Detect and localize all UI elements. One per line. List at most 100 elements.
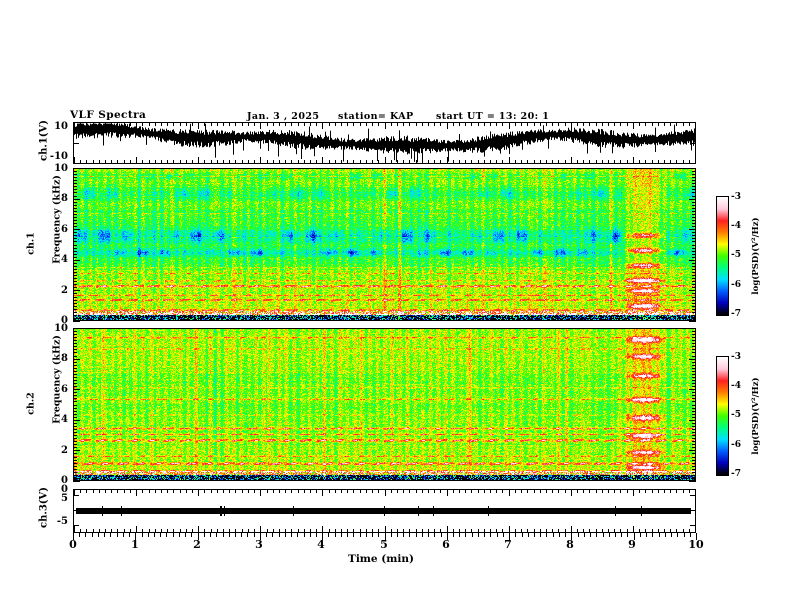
ytick-mark-spec1-right bbox=[692, 171, 696, 172]
ytick-mark-spec1 bbox=[73, 217, 77, 218]
ytick-mark-wave1-right bbox=[690, 163, 696, 164]
xtick-4: 4 bbox=[317, 538, 325, 551]
ytick-mark-spec2 bbox=[73, 331, 77, 332]
ytick-mark-spec1 bbox=[73, 199, 80, 200]
ytick-mark-spec2-right bbox=[692, 469, 696, 470]
xtick-mark bbox=[441, 533, 442, 537]
ytick-mark-spec1-right bbox=[692, 263, 696, 264]
xtick-mark bbox=[185, 533, 186, 537]
ytick-mark-spec1-right bbox=[692, 278, 696, 279]
ytick-mark-spec1-right bbox=[692, 287, 696, 288]
ytick-mark-spec1-right bbox=[689, 321, 696, 322]
ytick-mark-spec2 bbox=[73, 380, 77, 381]
ytick-mark-spec2-right bbox=[692, 460, 696, 461]
ytick-mark-spec2-right bbox=[692, 383, 696, 384]
xtick-mark bbox=[596, 533, 597, 537]
ytick-mark-spec2 bbox=[73, 463, 77, 464]
ytick-mark-spec1 bbox=[73, 300, 77, 301]
xtick-mark bbox=[173, 533, 174, 537]
xtick-mark bbox=[104, 533, 105, 537]
ytick-mark-spec1-right bbox=[692, 245, 696, 246]
xtick-mark bbox=[559, 533, 560, 537]
ytick-mark-spec2 bbox=[73, 401, 77, 402]
ytick-mark-spec2 bbox=[73, 334, 77, 335]
ytick-mark-spec2 bbox=[73, 349, 77, 350]
xtick-mark bbox=[540, 533, 541, 537]
ytick-mark-spec2 bbox=[73, 466, 77, 467]
ytick-mark-spec1 bbox=[73, 290, 80, 291]
ch1-spectrogram-ylabel-channel: ch.1 bbox=[25, 232, 37, 255]
xtick-mark bbox=[615, 533, 616, 537]
ytick-mark-spec1-right bbox=[692, 318, 696, 319]
xtick-mark bbox=[490, 533, 491, 537]
ytick-mark-spec1 bbox=[73, 254, 77, 255]
xtick-mark bbox=[472, 533, 473, 537]
ytick-mark-spec2 bbox=[73, 356, 77, 357]
ytick-mark-spec2 bbox=[73, 475, 77, 476]
ch3-ytick-neg5: -5 bbox=[56, 516, 68, 527]
ytick-mark-spec1 bbox=[73, 251, 77, 252]
xtick-mark bbox=[266, 533, 267, 537]
ytick-mark-spec2-right bbox=[692, 475, 696, 476]
ytick-mark-spec1-right bbox=[689, 290, 696, 291]
colorbar-ch2-tick-n3: -3 bbox=[731, 352, 741, 362]
xtick-mark bbox=[403, 533, 404, 537]
ytick-mark-spec2 bbox=[73, 328, 80, 329]
ytick-mark-wave3 bbox=[73, 495, 79, 496]
xtick-mark bbox=[285, 533, 286, 537]
xtick-1: 1 bbox=[131, 538, 139, 551]
xtick-6: 6 bbox=[442, 538, 450, 551]
ytick-mark-spec1-right bbox=[692, 297, 696, 298]
xtick-mark bbox=[696, 533, 697, 540]
ch1-spec-ytick-0: 0 bbox=[61, 315, 68, 326]
ytick-mark-spec1 bbox=[73, 205, 77, 206]
xtick-mark bbox=[204, 533, 205, 537]
colorbar-ch2-tick-n7: -7 bbox=[731, 469, 741, 479]
ytick-mark-spec2-right bbox=[692, 377, 696, 378]
ytick-mark-spec2 bbox=[73, 359, 80, 360]
xtick-mark bbox=[210, 533, 211, 537]
ytick-mark-spec2 bbox=[73, 417, 77, 418]
ytick-mark-spec2-right bbox=[692, 429, 696, 430]
xtick-8: 8 bbox=[566, 538, 574, 551]
xtick-10: 10 bbox=[688, 538, 704, 551]
ytick-mark-spec2-right bbox=[692, 398, 696, 399]
ytick-mark-spec1-right bbox=[692, 232, 696, 233]
xtick-mark bbox=[310, 533, 311, 537]
ytick-mark-spec2 bbox=[73, 420, 80, 421]
xtick-mark bbox=[148, 533, 149, 537]
ytick-mark-spec2 bbox=[73, 343, 77, 344]
ytick-mark-spec1-right bbox=[692, 174, 696, 175]
xtick-mark bbox=[372, 533, 373, 537]
xtick-mark bbox=[652, 533, 653, 537]
ytick-mark-spec1-right bbox=[692, 303, 696, 304]
ytick-mark-spec2-right bbox=[692, 349, 696, 350]
ytick-mark-spec1-right bbox=[692, 254, 696, 255]
ytick-mark-spec1-right bbox=[692, 312, 696, 313]
xtick-mark bbox=[241, 533, 242, 537]
colorbar-ch2-tick-n6: -6 bbox=[731, 440, 741, 450]
ytick-mark-spec2 bbox=[73, 365, 77, 366]
ytick-mark-spec2-right bbox=[692, 343, 696, 344]
ytick-mark-spec2 bbox=[73, 429, 77, 430]
xtick-mark bbox=[565, 533, 566, 537]
ytick-mark-spec2 bbox=[73, 453, 77, 454]
xtick-mark bbox=[646, 533, 647, 537]
ytick-mark-spec1 bbox=[73, 281, 77, 282]
xtick-mark bbox=[347, 533, 348, 537]
xtick-mark bbox=[671, 533, 672, 537]
xtick-mark bbox=[459, 533, 460, 537]
ytick-mark-spec2-right bbox=[692, 411, 696, 412]
ytick-mark-spec2 bbox=[73, 352, 77, 353]
ytick-mark-spec1-right bbox=[692, 189, 696, 190]
xtick-mark bbox=[247, 533, 248, 537]
ytick-mark-spec1 bbox=[73, 266, 77, 267]
ytick-mark-spec1 bbox=[73, 245, 77, 246]
ytick-mark-wave3-right bbox=[690, 525, 696, 526]
ytick-mark-spec2-right bbox=[692, 408, 696, 409]
ch2-spec-ytick-2: 2 bbox=[61, 445, 68, 456]
xtick-mark bbox=[484, 533, 485, 537]
xtick-mark bbox=[665, 533, 666, 537]
ytick-mark-spec2-right bbox=[692, 426, 696, 427]
ytick-mark-spec1 bbox=[73, 174, 77, 175]
